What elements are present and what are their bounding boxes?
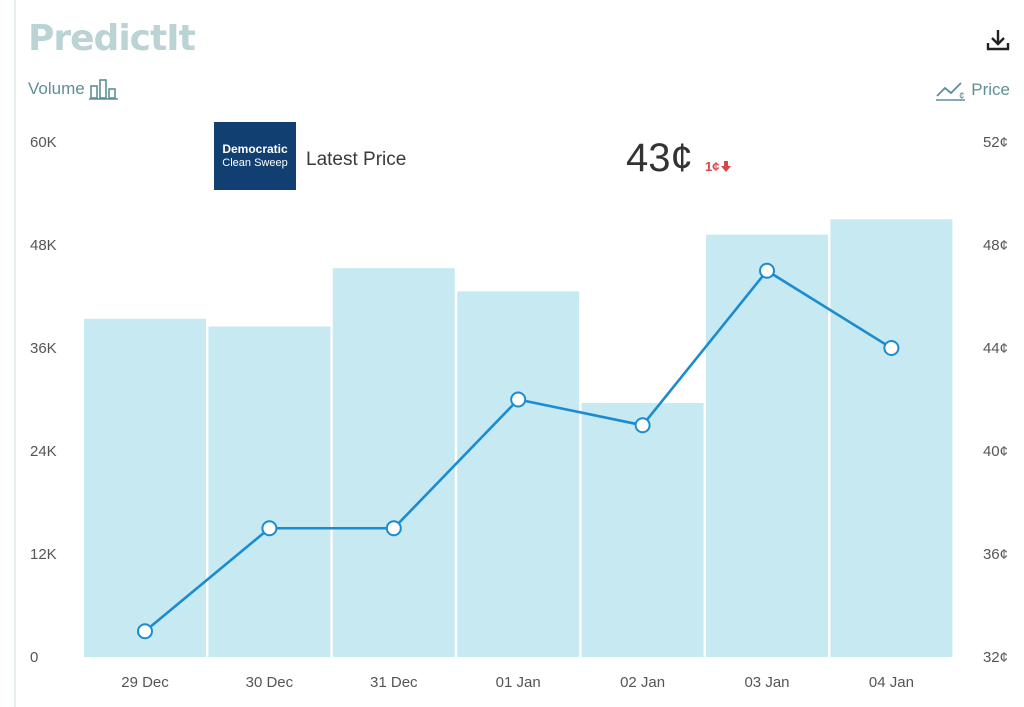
right-tick-label: 32¢ <box>983 649 1008 666</box>
left-tick-label: 24K <box>30 443 57 460</box>
left-border <box>14 0 16 707</box>
volume-bar-7 <box>830 219 953 657</box>
left-tick-label: 48K <box>30 237 57 254</box>
price-point-3[interactable] <box>385 520 402 537</box>
x-tick-label: 02 Jan <box>620 674 665 691</box>
price-point-4[interactable] <box>510 391 527 408</box>
right-tick-label: 48¢ <box>983 237 1008 254</box>
volume-bar-6 <box>706 234 828 657</box>
download-button[interactable] <box>984 26 1012 54</box>
latest-price-label: Latest Price <box>306 149 407 170</box>
price-point-7[interactable] <box>883 340 900 356</box>
price-axis-toggle[interactable]: ¢ Price <box>935 78 1010 102</box>
bar-chart-icon <box>88 79 118 100</box>
badge-line1: Democratic <box>222 142 288 157</box>
x-tick-label: 31 Dec <box>370 674 418 691</box>
volume-bar-3 <box>332 268 455 657</box>
left-tick-label: 12K <box>30 546 57 563</box>
x-tick-label: 29 Dec <box>121 674 169 691</box>
left-tick-label: 0 <box>30 649 38 666</box>
price-point-2[interactable] <box>261 520 278 537</box>
x-tick-label: 03 Jan <box>744 674 789 691</box>
predictit-logo: PredictIt <box>28 14 196 62</box>
x-tick-label: 04 Jan <box>869 674 914 691</box>
logo-text: PredictIt <box>28 17 196 59</box>
price-change: 1¢ <box>705 159 732 174</box>
price-axis-title: Price <box>971 80 1010 99</box>
price-markers <box>137 262 900 640</box>
right-tick-label: 52¢ <box>983 134 1008 151</box>
volume-bars <box>84 219 953 657</box>
svg-text:¢: ¢ <box>959 91 965 102</box>
left-tick-label: 60K <box>30 134 57 151</box>
badge-line2: Clean Sweep <box>222 156 288 169</box>
download-icon <box>986 30 1010 51</box>
price-point-1[interactable] <box>137 623 153 640</box>
arrow-down-icon <box>721 161 732 172</box>
x-tick-label: 30 Dec <box>246 674 294 691</box>
volume-bar-2 <box>208 326 331 657</box>
volume-axis-title: Volume <box>28 79 85 98</box>
volume-bar-5 <box>581 402 704 657</box>
right-tick-label: 44¢ <box>983 340 1008 357</box>
price-point-6[interactable] <box>759 262 775 279</box>
x-tick-label: 01 Jan <box>496 674 541 691</box>
latest-price-value: 43¢ <box>626 136 693 180</box>
volume-axis-toggle[interactable]: Volume <box>28 78 119 100</box>
price-change-value: 1¢ <box>705 159 720 174</box>
axis-ticks: 29 Dec 30 Dec 31 Dec 01 Jan 02 Jan 03 Jan 04 J… <box>30 134 1008 691</box>
price-point-5[interactable] <box>634 417 651 434</box>
left-tick-label: 36K <box>30 340 57 357</box>
right-tick-label: 36¢ <box>983 546 1008 563</box>
market-badge: Democratic Clean Sweep <box>214 122 296 190</box>
line-chart-icon: ¢ <box>936 82 966 102</box>
volume-bar-1 <box>84 318 206 657</box>
right-tick-label: 40¢ <box>983 443 1008 460</box>
volume-bar-4 <box>457 291 580 657</box>
